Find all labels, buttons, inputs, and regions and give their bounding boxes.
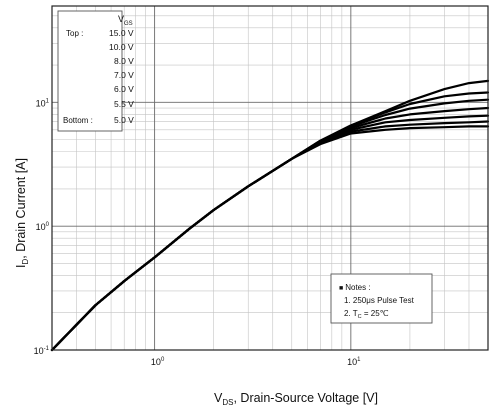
legend-entry: 5.0 V [114,115,134,125]
legend-entry: 6.0 V [114,84,134,94]
legend-header: VGS [118,14,133,27]
series-line [50,125,490,352]
notes: ■ Notes : 1. 250μs Pulse Test 2. TC = 25℃ [330,273,433,324]
y-axis-label: ID, Drain Current [A] [14,158,30,268]
legend-box [57,10,123,132]
y-tick-label: 101 [36,98,50,108]
y-tick-labels: 10-1 100 101 [34,98,50,356]
notes-line-2: 2. TC = 25℃ [344,309,389,320]
y-tick-label: 10-1 [34,346,50,356]
legend-entry: 5.5 V [114,99,134,109]
legend-entry: 8.0 V [114,56,134,66]
notes-box [330,273,433,324]
legend-entry: 7.0 V [114,70,134,80]
legend-bottom-label: Bottom : [63,116,93,125]
x-tick-label: 101 [347,357,361,367]
legend-entry: 15.0 V [109,28,134,38]
plot-frame [51,5,489,351]
legend-top-label: Top : [66,29,83,38]
curves-group [50,79,490,352]
legend-entry: 10.0 V [109,42,134,52]
y-tick-label: 100 [36,222,50,232]
notes-heading: ■ Notes : [339,283,371,292]
x-tick-label: 100 [151,357,165,367]
legend: VGS Top : Bottom : 15.0 V 10.0 V 8.0 V 7… [57,10,134,132]
x-axis-label: VDS, Drain-Source Voltage [V] [214,391,378,407]
x-tick-labels: 100 101 [151,357,361,367]
notes-line-1: 1. 250μs Pulse Test [344,296,415,305]
